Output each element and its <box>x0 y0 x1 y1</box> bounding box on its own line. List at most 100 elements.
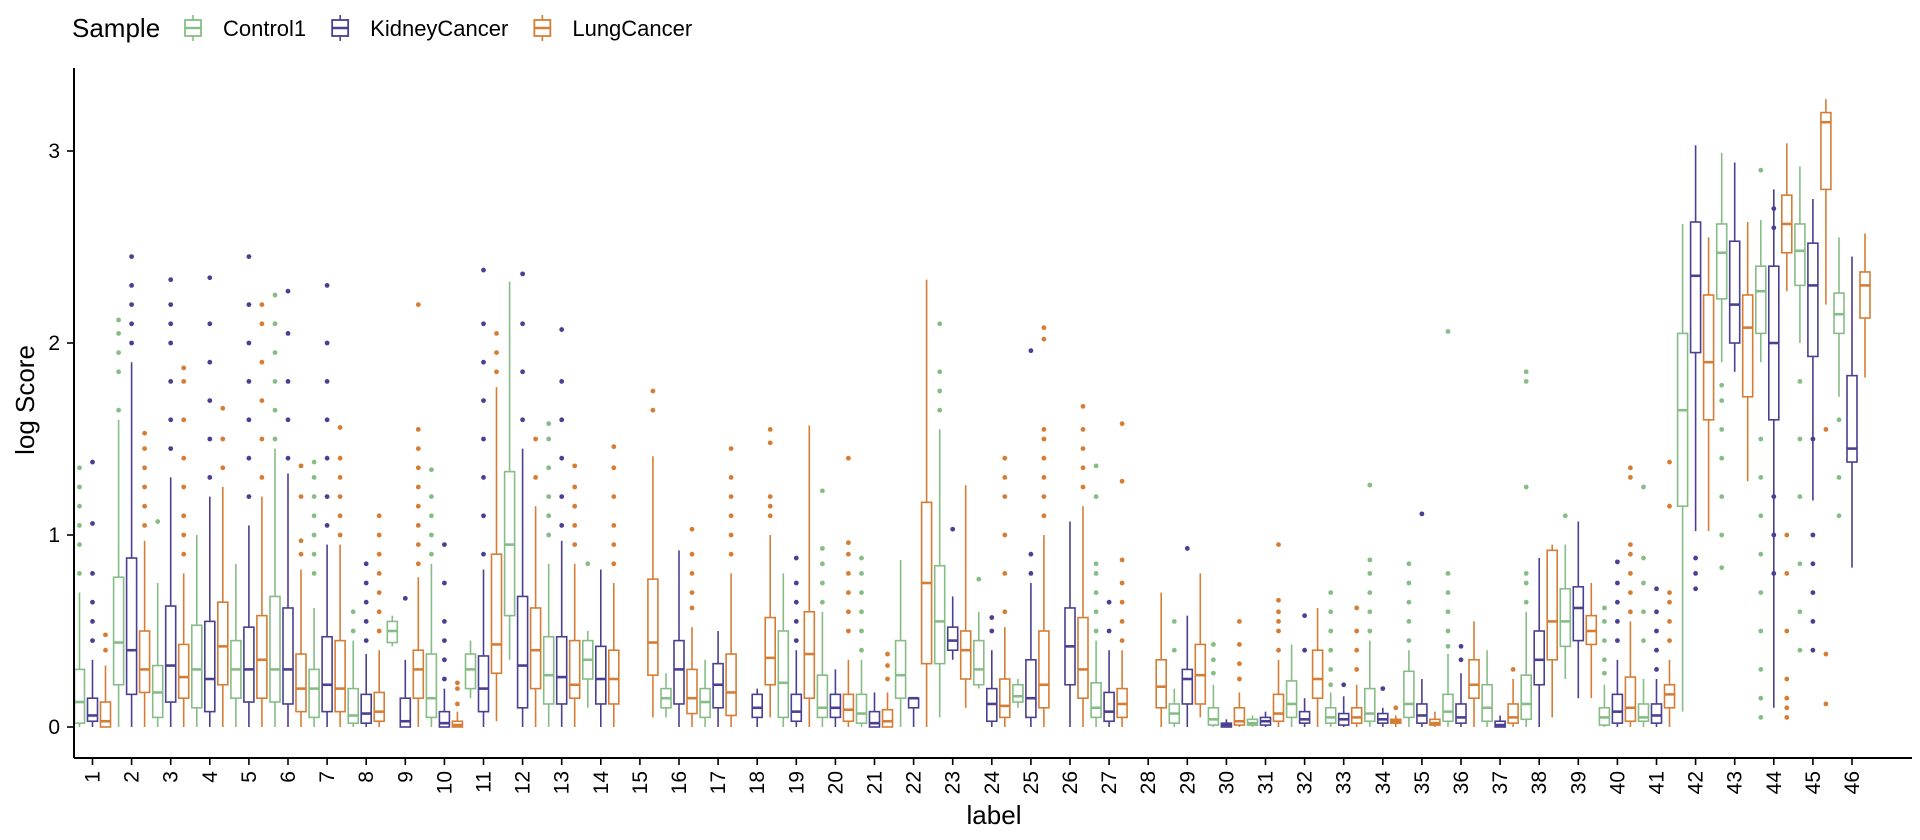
outlier-point <box>337 455 343 461</box>
outlier-point <box>1119 599 1125 605</box>
outlier-point <box>481 359 486 365</box>
box-iqr <box>490 553 503 675</box>
box-iqr <box>1038 630 1050 709</box>
outlier-point <box>1237 619 1242 624</box>
outlier-point <box>1810 590 1816 595</box>
outlier-point <box>337 494 343 499</box>
outlier-point <box>1354 605 1360 611</box>
outlier-point <box>1641 609 1646 615</box>
outlier-point <box>572 503 578 509</box>
outlier-point <box>259 475 265 480</box>
box-iqr <box>412 649 425 700</box>
box-Control1-21 <box>855 555 868 727</box>
outlier-point <box>376 590 382 595</box>
outlier-point <box>1028 348 1034 354</box>
outlier-point <box>376 609 382 615</box>
outlier-point <box>1654 628 1659 634</box>
outlier-point <box>1615 599 1620 605</box>
box-iqr <box>1416 703 1428 724</box>
outlier-point <box>846 540 851 546</box>
outlier-point <box>1510 667 1516 672</box>
outlier-point <box>1445 609 1451 615</box>
outlier-point <box>793 638 799 643</box>
outlier-point <box>246 379 252 384</box>
box-iqr <box>907 697 920 709</box>
box-LungCancer-26 <box>1077 403 1089 727</box>
outlier-point <box>129 254 135 259</box>
outlier-point <box>311 513 317 519</box>
box-LungCancer-15 <box>647 388 659 718</box>
box-Control1-40 <box>1598 605 1611 727</box>
box-iqr <box>1285 680 1298 719</box>
outlier-point <box>793 619 799 624</box>
outlier-point <box>650 388 656 394</box>
box-iqr <box>138 630 151 694</box>
outlier-point <box>259 359 265 365</box>
outlier-point <box>1276 619 1281 624</box>
outlier-point <box>259 436 265 442</box>
outlier-point <box>689 551 695 557</box>
box-iqr <box>360 693 373 724</box>
outlier-point <box>1654 609 1659 615</box>
box-LungCancer-43 <box>1741 222 1754 482</box>
outlier-point <box>220 465 226 471</box>
outlier-point <box>311 459 317 465</box>
outlier-point <box>129 302 135 307</box>
outlier-point <box>820 488 825 494</box>
outlier-point <box>572 542 578 547</box>
box-KidneyCancer-14 <box>594 569 607 727</box>
outlier-point <box>650 407 656 413</box>
y-tick-label: 3 <box>48 140 60 163</box>
outlier-point <box>989 628 995 634</box>
box-Control1-19 <box>777 573 790 727</box>
outlier-point <box>142 503 148 509</box>
box-iqr <box>529 607 542 690</box>
outlier-point <box>1406 638 1412 643</box>
outlier-point <box>859 590 864 595</box>
outlier-point <box>1041 436 1047 442</box>
box-Control1-7 <box>308 459 320 727</box>
outlier-point <box>481 513 486 519</box>
outlier-point <box>1654 667 1659 672</box>
outlier-point <box>1419 511 1425 517</box>
outlier-point <box>1719 455 1725 461</box>
outlier-point <box>90 599 95 605</box>
outlier-point <box>1041 513 1047 519</box>
box-iqr <box>282 607 294 705</box>
box-iqr <box>1025 658 1037 719</box>
outlier-point <box>481 321 486 327</box>
outlier-point <box>1341 682 1347 688</box>
outlier-point <box>376 532 382 538</box>
outlier-point <box>1445 329 1451 334</box>
box-KidneyCancer-24 <box>985 615 998 727</box>
outlier-point <box>572 484 578 490</box>
box-iqr <box>1715 223 1728 300</box>
box-KidneyCancer-12 <box>516 271 529 727</box>
box-KidneyCancer-6 <box>282 288 294 727</box>
outlier-point <box>1523 379 1529 384</box>
box-iqr <box>243 626 255 703</box>
outlier-point <box>246 302 252 307</box>
box-iqr <box>764 616 777 686</box>
x-tick-label: 10 <box>433 771 456 794</box>
box-LungCancer-36 <box>1468 621 1480 727</box>
box-Control1-25 <box>1012 679 1024 708</box>
outlier-point <box>181 417 187 423</box>
outlier-point <box>103 647 108 653</box>
outlier-point <box>1119 557 1125 563</box>
outlier-point <box>1211 657 1216 663</box>
outlier-point <box>168 340 174 346</box>
box-KidneyCancer-19 <box>790 555 803 727</box>
outlier-point <box>572 463 578 469</box>
outlier-point <box>442 676 447 682</box>
box-iqr <box>1468 658 1480 699</box>
outlier-point <box>1641 555 1646 561</box>
outlier-point <box>885 651 890 657</box>
outlier-point <box>559 417 565 423</box>
outlier-point <box>793 555 799 561</box>
outlier-point <box>415 561 421 567</box>
box-LungCancer-21 <box>881 651 894 728</box>
x-tick-label: 3 <box>160 771 183 783</box>
box-LungCancer-22 <box>920 279 933 727</box>
box-LungCancer-7 <box>334 425 346 727</box>
